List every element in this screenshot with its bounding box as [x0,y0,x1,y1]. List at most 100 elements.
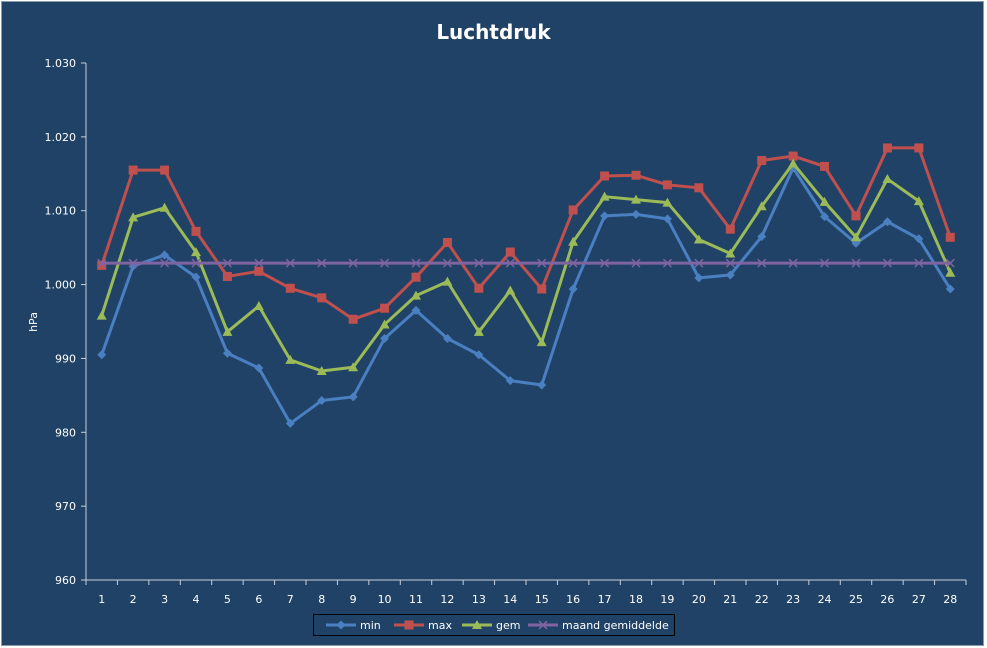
data-point [160,165,170,175]
data-point [537,258,547,268]
data-point [631,170,641,180]
data-point [411,290,421,300]
x-tick-label: 4 [193,593,200,606]
y-tick-label: 980 [55,426,76,439]
data-point [442,258,452,268]
data-point [348,314,358,324]
data-point [914,258,924,268]
y-tick-label: 960 [55,574,76,587]
data-point [819,196,830,206]
data-point [254,258,264,268]
data-point [379,319,390,329]
data-point [159,202,170,212]
data-point [442,276,453,286]
y-tick-label: 1.000 [45,279,77,292]
x-tick-label: 15 [535,593,549,606]
x-tick-label: 24 [818,593,832,606]
x-tick-label: 9 [350,593,357,606]
data-point [568,205,578,215]
data-point [882,258,892,268]
series-line [100,166,952,425]
data-point [317,293,327,303]
data-point [820,161,830,171]
data-point [253,300,264,310]
data-point [756,201,767,211]
data-point [411,258,421,268]
data-point [191,272,201,282]
chart-title: Luchtdruk [436,20,551,44]
data-point [505,247,515,257]
x-tick-label: 26 [880,593,894,606]
series-gem [96,158,956,375]
data-point [882,217,892,227]
legend-entry: gem [462,619,520,632]
x-tick-label: 16 [566,593,580,606]
data-point [945,232,955,242]
legend-marker [538,620,548,630]
data-point [631,209,641,219]
data-point [442,237,452,247]
data-point [820,212,830,222]
data-point [411,305,421,315]
data-point [694,258,704,268]
data-point [317,396,327,406]
data-point [380,258,390,268]
x-tick-label: 23 [786,593,800,606]
data-point [505,285,516,295]
y-tick-label: 1.020 [45,131,77,144]
x-tick-label: 7 [287,593,294,606]
data-point [757,155,767,165]
data-point [442,333,452,343]
data-point [128,258,138,268]
data-point [285,418,295,428]
data-point [160,250,170,260]
legend-label: min [360,619,381,632]
data-point [913,196,924,206]
data-point [97,258,107,268]
legend-label: gem [496,619,520,632]
data-point [191,226,201,236]
data-point [600,258,610,268]
legend: min max gem maand gemiddelde [313,614,675,636]
series-maand-gemiddelde [97,258,955,268]
data-point [788,158,799,168]
data-point [694,273,704,283]
data-point [599,191,610,201]
x-tick-label: 22 [755,593,769,606]
data-point [851,232,861,242]
data-point [820,258,830,268]
data-point [222,348,232,358]
data-point [662,180,672,190]
data-point [473,326,484,336]
data-point [662,214,672,224]
x-tick-label: 8 [318,593,325,606]
x-tick-label: 19 [660,593,674,606]
x-tick-label: 25 [849,593,863,606]
data-point [600,211,610,221]
x-tick-label: 6 [255,593,262,606]
data-point [882,173,893,183]
data-point [222,258,232,268]
data-point [191,247,201,257]
data-point [662,197,673,207]
data-point [537,380,547,390]
data-point [662,258,672,268]
x-tick-label: 5 [224,593,231,606]
x-tick-label: 11 [409,593,423,606]
x-tick-label: 17 [598,593,612,606]
data-point [348,362,359,372]
x-tick-label: 14 [503,593,517,606]
data-point [348,258,358,268]
x-tick-label: 21 [723,593,737,606]
x-tick-label: 28 [943,593,957,606]
data-point [725,224,735,234]
data-point [96,310,107,320]
x-tick-label: 3 [161,593,168,606]
series-line [100,161,952,373]
y-tick-label: 1.030 [45,57,77,70]
data-point [600,171,610,181]
data-point [537,284,547,294]
data-point [788,258,798,268]
data-point [694,183,704,193]
